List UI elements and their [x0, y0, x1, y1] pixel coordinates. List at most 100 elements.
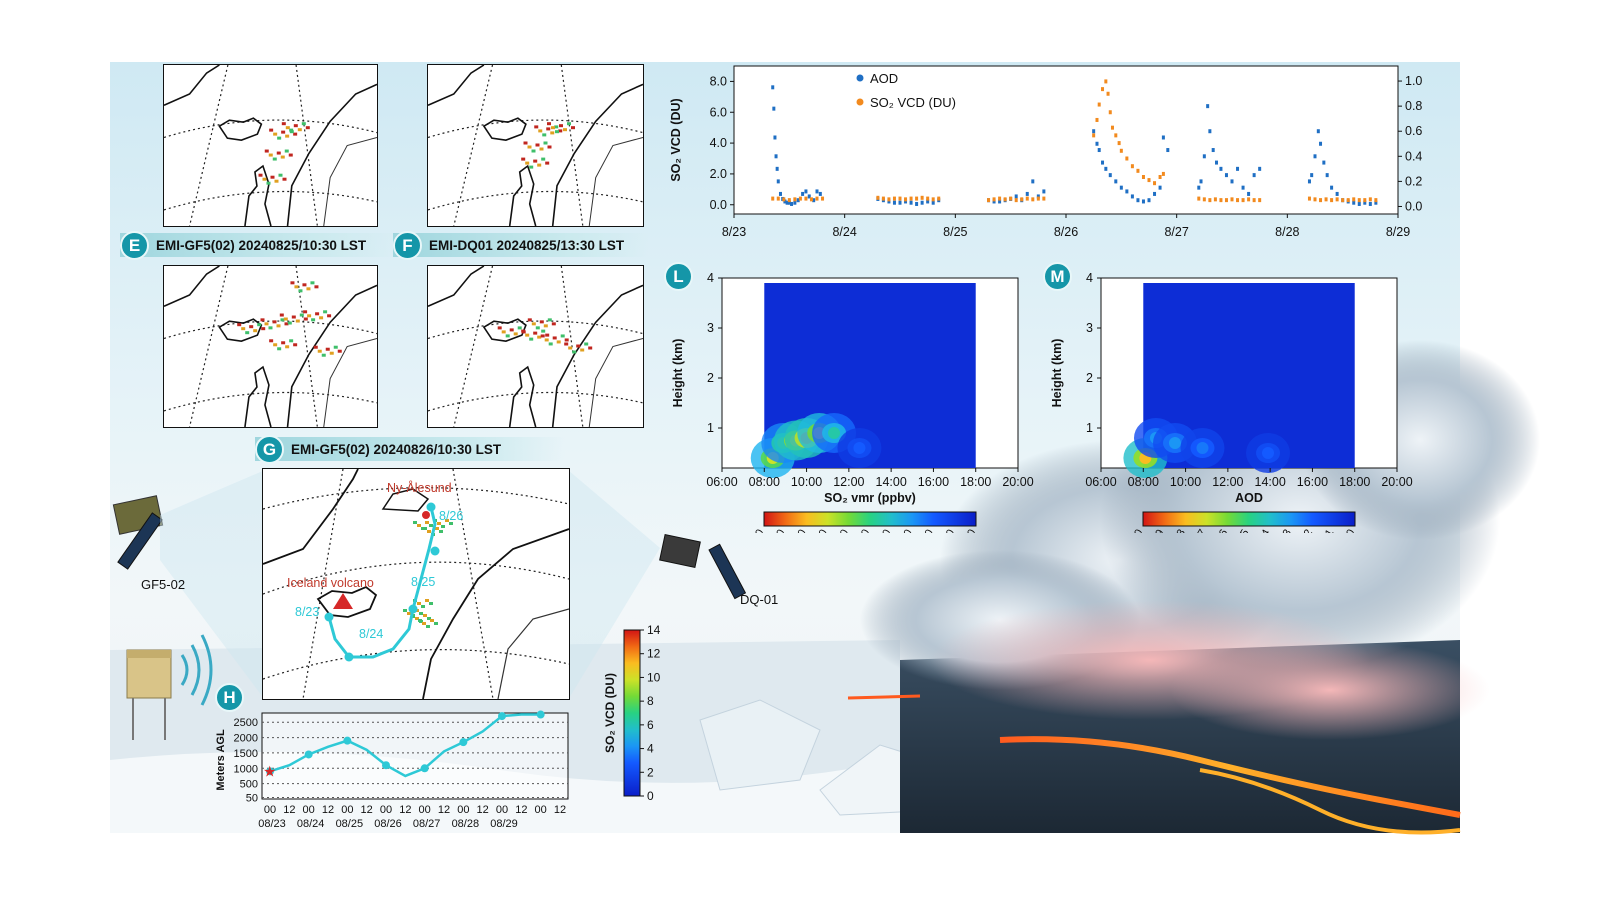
so2-point — [1158, 175, 1162, 179]
aod-point — [1097, 148, 1101, 153]
so2-point — [1352, 197, 1356, 202]
h-x-hour-label: 00 — [535, 804, 547, 816]
heatmap-x-tick-label: 10:00 — [791, 475, 822, 489]
heatmap-cell — [828, 427, 841, 439]
gf5-label: GF5-02 — [141, 577, 186, 592]
so2-plume-pixel — [294, 285, 299, 289]
so2-point — [992, 197, 996, 202]
aod-point — [1161, 135, 1165, 140]
so2-plume-pixel — [415, 617, 419, 620]
map-g-graticule — [263, 561, 569, 595]
so2-point — [909, 196, 913, 201]
so2-plume-pixel — [525, 333, 530, 337]
so2-plume-pixel — [273, 132, 278, 136]
so2-plume-pixel — [537, 163, 542, 167]
so2-plume-pixel — [538, 129, 543, 133]
so2-point — [987, 198, 991, 203]
map-g-meridian — [302, 469, 344, 699]
aod-point — [1130, 194, 1134, 199]
so2-plume-pixel — [285, 126, 290, 130]
timeseries-y2-tick-label: 0.0 — [1405, 199, 1422, 213]
colorbar-gradient — [623, 629, 641, 797]
heatmap-x-tick-label: 16:00 — [1297, 475, 1328, 489]
so2-plume-pixel — [325, 347, 330, 351]
so2-plume-pixel — [542, 133, 547, 137]
so2-point — [1009, 196, 1013, 201]
heatmap-colorbar-tick-label: 0.8 — [1170, 528, 1188, 534]
so2-plume-pixel — [529, 165, 534, 169]
colorbar-tick-label: 8 — [647, 694, 654, 708]
so2-point — [1247, 197, 1251, 202]
so2-plume-pixel — [289, 130, 294, 134]
aod-point — [801, 191, 805, 196]
timeseries-y2-tick-label: 0.8 — [1405, 99, 1422, 113]
so2-point — [1363, 198, 1367, 203]
route-date-826: 8/26 — [439, 509, 464, 523]
so2-plume-pixel — [497, 326, 502, 330]
h-x-hour-label: 12 — [322, 804, 334, 816]
so2-plume-pixel — [258, 173, 263, 177]
so2-plume-pixel — [329, 351, 334, 355]
so2-plume-pixel — [317, 349, 322, 353]
so2-point — [1197, 196, 1201, 201]
heatmap-x-tick-label: 20:00 — [1002, 475, 1033, 489]
aod-point — [1108, 173, 1112, 178]
so2-plume-pixel — [272, 157, 277, 161]
so2-point — [1101, 87, 1105, 92]
so2-point — [920, 195, 924, 200]
so2-point — [931, 197, 935, 202]
h-y-label: Meters AGL — [215, 729, 227, 791]
heatmap-colorbar-tick-label: 0.7 — [1191, 528, 1209, 534]
so2-plume-pixel — [273, 343, 278, 347]
aod-point — [771, 85, 775, 90]
so2-plume-pixel — [421, 605, 425, 608]
scandinavia-coast — [286, 284, 377, 427]
so2-plume-pixel — [547, 318, 552, 322]
aod-point — [1042, 189, 1046, 194]
heatmap-y-tick-label: 3 — [1086, 321, 1093, 335]
so2-point — [1307, 196, 1311, 201]
colorbar-tick-label: 0 — [647, 789, 654, 803]
volcano-marker-icon — [333, 593, 353, 609]
iceland-coast — [482, 117, 527, 142]
heatmap-colorbar-tick-label: 0.3 — [1276, 528, 1294, 534]
so2-plume-pixel — [539, 147, 544, 151]
so2-point — [1202, 197, 1206, 202]
h-trajectory-point — [536, 710, 545, 719]
so2-plume-pixel — [550, 131, 555, 135]
map-graticule — [164, 391, 377, 412]
dq-label: DQ-01 — [740, 592, 779, 607]
so2-plume-pixel — [413, 521, 417, 524]
heatmap-colorbar-tick-label: 20 — [920, 528, 937, 534]
so2-point — [1357, 198, 1361, 203]
dq-satellite-icon — [659, 533, 747, 600]
timeseries-x-tick-label: 8/23 — [722, 225, 746, 239]
map-g-ocean — [263, 469, 569, 699]
h-x-hour-label: 00 — [496, 804, 508, 816]
aod-point — [1199, 179, 1203, 184]
so2-point — [1230, 197, 1234, 202]
h-x-hour-label: 12 — [283, 804, 295, 816]
dq-beam — [568, 470, 660, 700]
heatmap-colorbar-tick-label: 90 — [771, 528, 788, 534]
so2-plume-pixel — [439, 530, 443, 533]
so2-plume-pixel — [427, 530, 431, 533]
so2-plume-pixel — [429, 602, 433, 605]
timeseries-x-tick-label: 8/24 — [832, 225, 856, 239]
so2-point — [937, 196, 941, 201]
so2-plume-pixel — [426, 625, 430, 628]
timeseries-y2-tick-label: 1.0 — [1405, 74, 1422, 88]
heatmap-colorbar — [1142, 511, 1356, 527]
heatmap-colorbar — [763, 511, 977, 527]
heatmap-colorbar-tick-label: 0.4 — [1255, 528, 1273, 534]
aod-point — [1219, 166, 1223, 171]
so2-plume-pixel — [277, 347, 282, 351]
so2-point — [1114, 133, 1118, 138]
map-g-meridian — [452, 469, 494, 699]
map-panel-e — [163, 265, 378, 428]
aod-point — [915, 201, 919, 206]
so2-plume-pixel — [289, 339, 294, 343]
so2-plume-pixel — [285, 134, 290, 138]
h-x-hour-label: 12 — [361, 804, 373, 816]
heatmap-colorbar-tick-label: 50 — [856, 528, 873, 534]
